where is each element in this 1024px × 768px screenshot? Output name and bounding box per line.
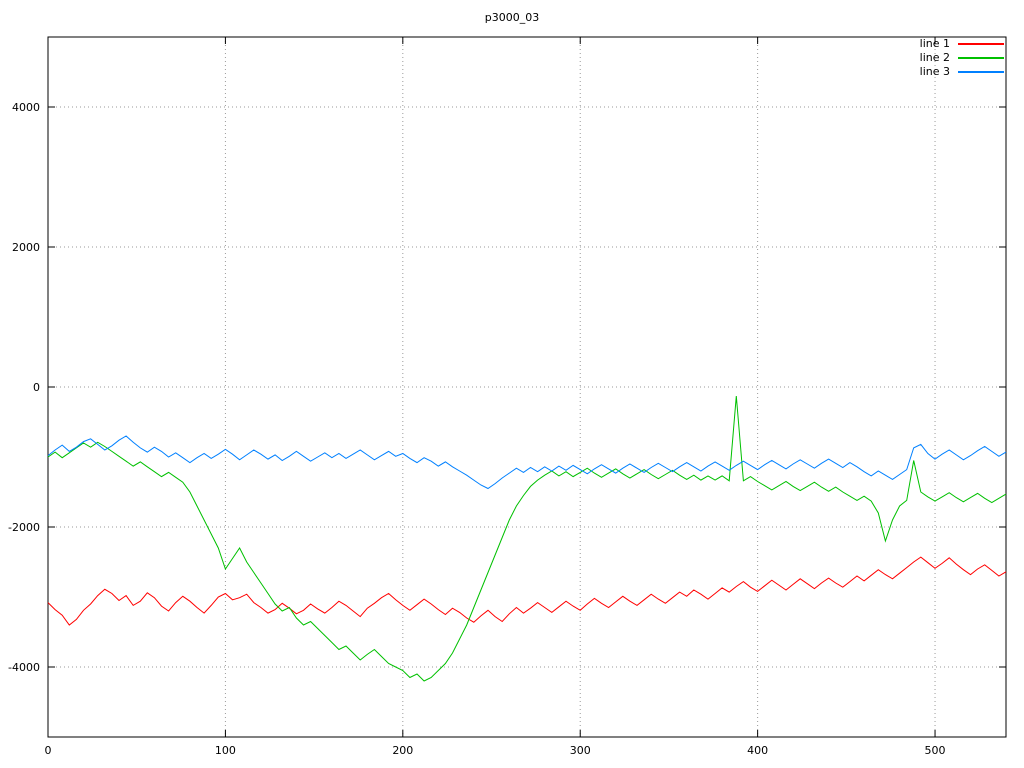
legend-label: line 3 <box>919 65 950 78</box>
legend: line 1 line 2 line 3 <box>920 38 1004 77</box>
y-tick-label: 4000 <box>12 101 40 114</box>
legend-entry: line 1 <box>920 38 1004 49</box>
legend-entry: line 2 <box>920 52 1004 63</box>
x-tick-label: 0 <box>45 744 52 757</box>
legend-line-sample <box>958 70 1004 73</box>
chart-title: p3000_03 <box>484 11 540 24</box>
plot-border <box>47 36 1007 738</box>
legend-entry: line 3 <box>920 66 1004 77</box>
series-line-1 <box>47 556 1007 626</box>
y-tick-label: -4000 <box>8 661 40 674</box>
y-tick-label: 0 <box>33 381 40 394</box>
x-tick-label: 200 <box>392 744 413 757</box>
y-tick-label: -2000 <box>8 521 40 534</box>
series-line-2 <box>47 396 1007 682</box>
legend-label: line 2 <box>919 51 950 64</box>
x-tick-label: 300 <box>570 744 591 757</box>
y-tick-label: 2000 <box>12 241 40 254</box>
x-tick-label: 100 <box>215 744 236 757</box>
x-tick-label: 500 <box>925 744 946 757</box>
legend-line-sample <box>958 56 1004 59</box>
legend-label: line 1 <box>919 37 950 50</box>
series-line-3 <box>47 435 1007 490</box>
x-tick-label: 400 <box>747 744 768 757</box>
legend-line-sample <box>958 42 1004 45</box>
